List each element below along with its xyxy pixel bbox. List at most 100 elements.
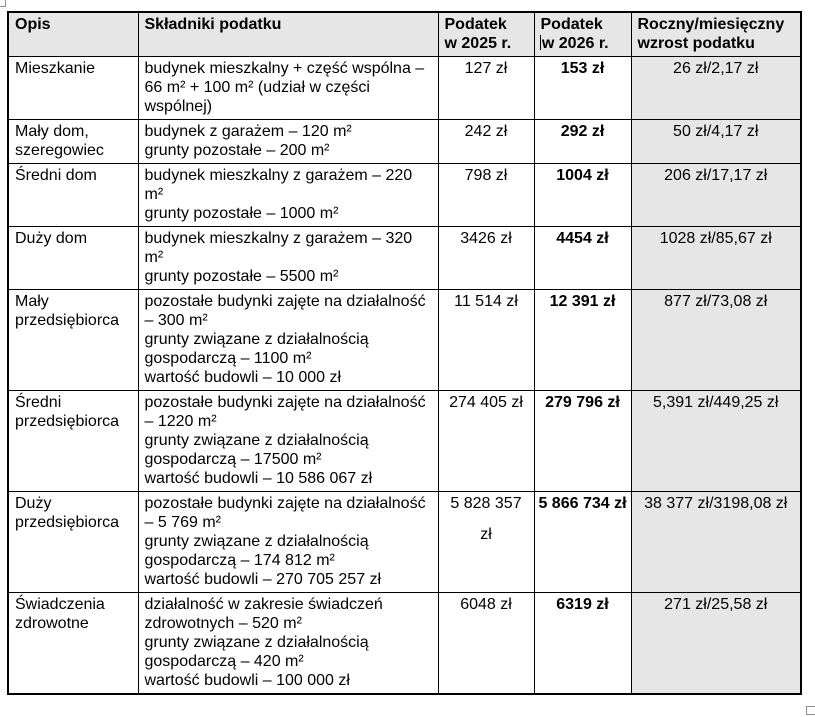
text-cursor-icon [539, 35, 541, 50]
table-row: Duży przedsiębiorca pozostałe budynki za… [7, 491, 802, 593]
cell-line: grunty pozostałe – 1000 m² [144, 205, 339, 222]
cell-line: 206 zł/17,17 zł [664, 167, 768, 184]
cell-line: wartość budowli – 100 000 zł [144, 672, 350, 689]
cell-line: Mały dom, szeregowiec [15, 123, 104, 159]
header-wzrost[interactable]: Roczny/miesięczny wzrost podatku [630, 11, 802, 57]
cell-tax-2026[interactable]: 292 zł [533, 119, 632, 164]
cell-skladniki[interactable]: budynek mieszkalny + część wspólna – 66 … [137, 56, 439, 120]
cell-line: wartość budowli – 10 000 zł [144, 369, 342, 386]
header-tax-2025-line2: w 2025 r. [444, 35, 512, 52]
header-wzrost-line2: wzrost podatku [637, 35, 755, 52]
cell-tax-2025[interactable]: 11 514 zł [437, 289, 535, 391]
table-resize-handle-icon[interactable] [806, 706, 815, 715]
table-row: Średni dom budynek mieszkalny z garażem … [7, 163, 802, 227]
cell-skladniki[interactable]: pozostałe budynki zajęte na działalność … [137, 491, 439, 593]
tax-comparison-table: Opis Składniki podatku Podatek w 2025 r.… [7, 11, 802, 695]
cell-line: wartość budowli – 270 705 257 zł [144, 571, 382, 588]
table-row: Duży dom budynek mieszkalny z garażem – … [7, 226, 802, 290]
cell-tax-2025[interactable]: 127 zł [437, 56, 535, 120]
cell-line: 50 zł/4,17 zł [673, 123, 759, 140]
header-tax-2026[interactable]: Podatek w 2026 r. [533, 11, 632, 57]
cell-wzrost[interactable]: 26 zł/2,17 zł [630, 56, 802, 120]
cell-opis[interactable]: Mały przedsiębiorca [7, 289, 139, 391]
header-skladniki-label: Składniki podatku [144, 16, 282, 33]
cell-line: pozostałe budynki zajęte na działalność … [144, 293, 426, 329]
header-opis[interactable]: Opis [7, 11, 139, 57]
cell-tax-2026[interactable]: 4454 zł [533, 226, 632, 290]
cell-wzrost[interactable]: 206 zł/17,17 zł [630, 163, 802, 227]
table-body: Mieszkanie budynek mieszkalny + część ws… [7, 56, 802, 695]
cell-line: 877 zł/73,08 zł [664, 293, 768, 310]
cell-opis[interactable]: Mały dom, szeregowiec [7, 119, 139, 164]
cell-tax-2025[interactable]: 5 828 357 zł [437, 491, 535, 593]
cell-tax-2025[interactable]: 274 405 zł [437, 390, 535, 492]
cell-line: grunty pozostałe – 200 m² [144, 142, 330, 159]
cell-line: 4454 zł [556, 230, 609, 247]
cell-line: 5 866 734 zł [538, 495, 627, 512]
cell-line: 271 zł/25,58 zł [664, 596, 768, 613]
cell-skladniki[interactable]: budynek mieszkalny z garażem – 320 m² gru… [137, 226, 439, 290]
cell-opis[interactable]: Średni dom [7, 163, 139, 227]
cell-opis[interactable]: Średni przedsiębiorca [7, 390, 139, 492]
cell-line: 26 zł/2,17 zł [673, 60, 759, 77]
cell-line: Duży przedsiębiorca [15, 495, 120, 531]
cell-wzrost[interactable]: 1028 zł/85,67 zł [630, 226, 802, 290]
cell-skladniki[interactable]: pozostałe budynki zajęte na działalność … [137, 390, 439, 492]
cell-line: 6319 zł [556, 596, 609, 613]
cell-tax-2026[interactable]: 6319 zł [533, 592, 632, 695]
cell-line: 127 zł [464, 60, 508, 77]
cell-line: zł [480, 526, 492, 543]
header-tax-2026-line2: w 2026 r. [541, 35, 609, 52]
header-wzrost-line1: Roczny/miesięczny [637, 16, 785, 33]
cell-line: Średni dom [15, 167, 97, 184]
cell-tax-2026[interactable]: 279 796 zł [533, 390, 632, 492]
cell-tax-2025[interactable]: 242 zł [437, 119, 535, 164]
table-row: Średni przedsiębiorca pozostałe budynki … [7, 390, 802, 492]
cell-skladniki[interactable]: budynek mieszkalny z garażem – 220 m² gru… [137, 163, 439, 227]
header-tax-2026-line2-wrap: w 2026 r. [539, 34, 625, 53]
cell-line: budynek z garażem – 120 m² [144, 123, 352, 140]
cell-line: Mieszkanie [15, 60, 96, 77]
table-row: Mieszkanie budynek mieszkalny + część ws… [7, 56, 802, 120]
cell-line: 274 405 zł [449, 394, 523, 411]
table-row: Świadczenia zdrowotne działalność w zakr… [7, 592, 802, 695]
cell-opis[interactable]: Mieszkanie [7, 56, 139, 120]
cell-line: grunty związane z działalnością gospodar… [144, 634, 369, 670]
table-row: Mały dom, szeregowiec budynek z garażem … [7, 119, 802, 164]
cell-opis[interactable]: Świadczenia zdrowotne [7, 592, 139, 695]
cell-line: grunty pozostałe – 5500 m² [144, 268, 339, 285]
cell-line: 1004 zł [556, 167, 609, 184]
cell-wzrost[interactable]: 38 377 zł/3198,08 zł [630, 491, 802, 593]
cell-line: 1028 zł/85,67 zł [659, 230, 772, 247]
cell-tax-2026[interactable]: 5 866 734 zł [533, 491, 632, 593]
cell-wzrost[interactable]: 877 zł/73,08 zł [630, 289, 802, 391]
cell-opis[interactable]: Duży przedsiębiorca [7, 491, 139, 593]
cell-opis[interactable]: Duży dom [7, 226, 139, 290]
cell-line: 242 zł [464, 123, 508, 140]
header-opis-label: Opis [15, 16, 51, 33]
cell-tax-2025[interactable]: 3426 zł [437, 226, 535, 290]
cell-skladniki[interactable]: budynek z garażem – 120 m² grunty pozosta… [137, 119, 439, 164]
cell-tax-2026[interactable]: 153 zł [533, 56, 632, 120]
table-move-handle-icon[interactable] [0, 0, 6, 7]
cell-line: Świadczenia zdrowotne [15, 596, 105, 632]
cell-line: wartość budowli – 10 586 067 zł [144, 470, 373, 487]
cell-line: pozostałe budynki zajęte na działalność … [144, 495, 426, 531]
cell-tax-2026[interactable]: 1004 zł [533, 163, 632, 227]
cell-wzrost[interactable]: 5,391 zł/449,25 zł [630, 390, 802, 492]
cell-line: budynek mieszkalny + część wspólna – 66 … [144, 60, 425, 115]
cell-skladniki[interactable]: działalność w zakresie świadczeń zdrowot… [137, 592, 439, 695]
header-tax-2025[interactable]: Podatek w 2025 r. [437, 11, 535, 57]
cell-tax-2026[interactable]: 12 391 zł [533, 289, 632, 391]
header-skladniki[interactable]: Składniki podatku [137, 11, 439, 57]
header-tax-2026-line1: Podatek [540, 16, 603, 33]
cell-line: 292 zł [560, 123, 605, 140]
cell-tax-2025[interactable]: 798 zł [437, 163, 535, 227]
cell-line: 153 zł [560, 60, 605, 77]
cell-wzrost[interactable]: 271 zł/25,58 zł [630, 592, 802, 695]
cell-tax-2025[interactable]: 6048 zł [437, 592, 535, 695]
cell-wzrost[interactable]: 50 zł/4,17 zł [630, 119, 802, 164]
cell-line: grunty związane z działalnością gospodar… [144, 432, 369, 468]
cell-skladniki[interactable]: pozostałe budynki zajęte na działalność … [137, 289, 439, 391]
